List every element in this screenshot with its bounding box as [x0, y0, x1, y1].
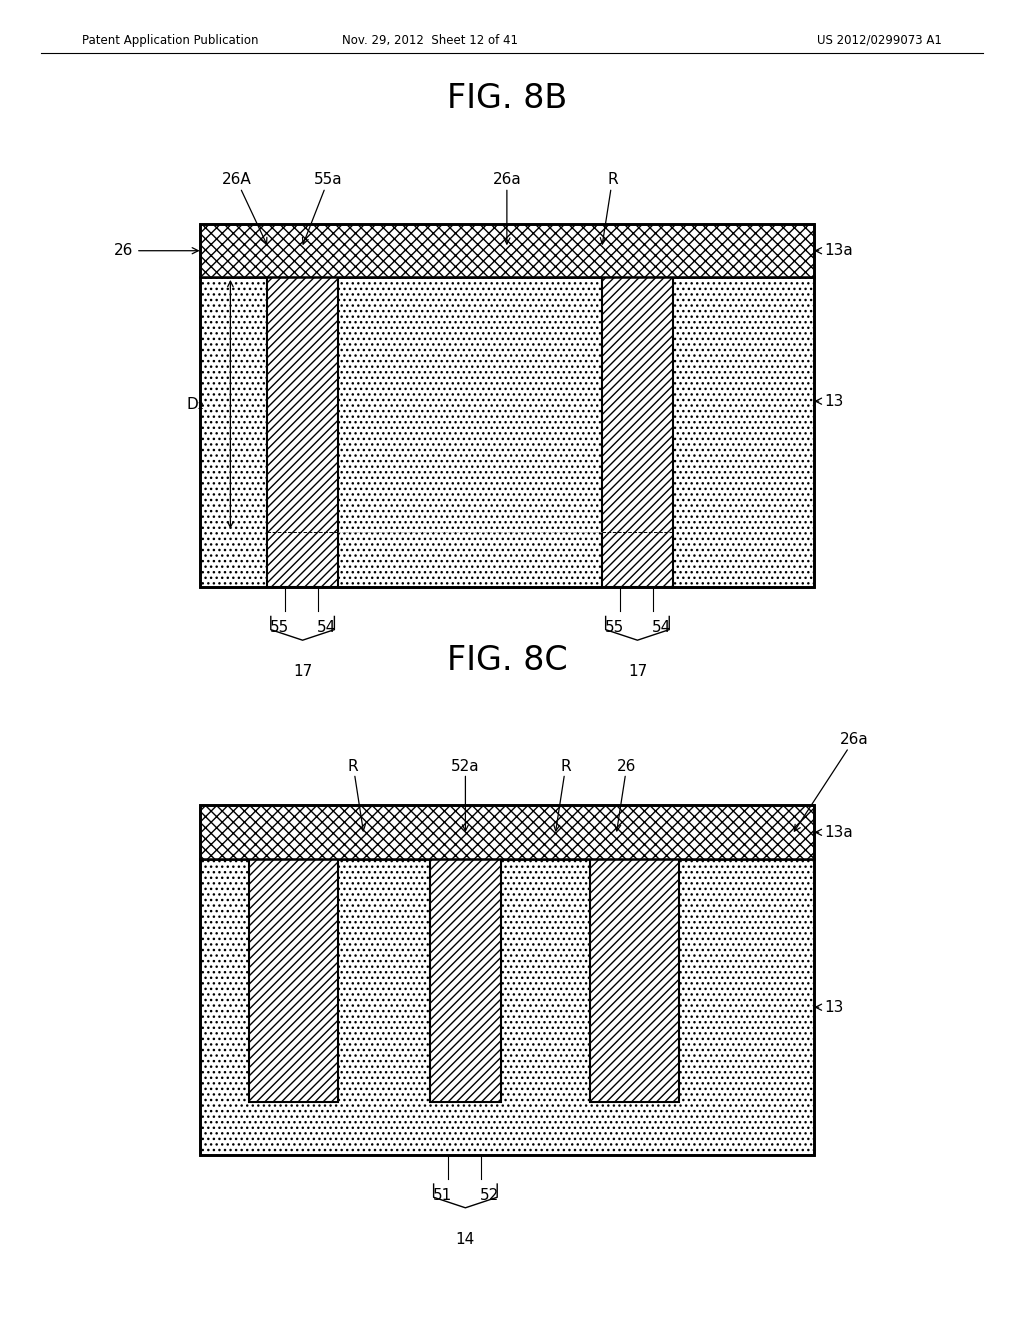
Text: 26A: 26A	[221, 173, 267, 244]
Text: Nov. 29, 2012  Sheet 12 of 41: Nov. 29, 2012 Sheet 12 of 41	[342, 34, 518, 46]
Text: 17: 17	[628, 664, 647, 678]
Text: FIG. 8C: FIG. 8C	[446, 644, 567, 676]
Text: R: R	[600, 173, 617, 244]
Text: 26a: 26a	[795, 733, 868, 832]
Bar	[200, 859, 814, 1155]
Bar	[249, 859, 338, 1102]
Bar	[200, 277, 814, 587]
Text: US 2012/0299073 A1: US 2012/0299073 A1	[817, 34, 942, 46]
Bar	[200, 224, 814, 587]
Bar	[200, 224, 814, 277]
Text: 26a: 26a	[493, 173, 521, 244]
Text: 54: 54	[316, 620, 336, 635]
Text: 13: 13	[815, 999, 844, 1015]
Text: R: R	[348, 759, 366, 830]
Bar	[590, 859, 679, 1102]
Text: 51: 51	[433, 1188, 453, 1203]
Text: 14: 14	[456, 1232, 475, 1246]
Text: Patent Application Publication: Patent Application Publication	[82, 34, 258, 46]
Text: 55: 55	[270, 620, 290, 635]
Text: 26: 26	[614, 759, 637, 830]
Text: 54: 54	[651, 620, 671, 635]
Text: D₂: D₂	[187, 397, 205, 412]
Text: 55a: 55a	[302, 173, 342, 244]
Text: 13: 13	[815, 393, 844, 409]
Text: 52: 52	[479, 1188, 499, 1203]
Text: R: R	[554, 759, 571, 830]
Text: 52a: 52a	[452, 759, 479, 830]
Bar	[430, 859, 501, 1102]
Bar	[602, 277, 673, 587]
Text: FIG. 8B: FIG. 8B	[446, 82, 567, 116]
Bar	[267, 277, 338, 587]
Text: 26: 26	[114, 243, 199, 259]
Bar	[200, 805, 814, 1155]
Text: 55: 55	[605, 620, 625, 635]
Text: 13a: 13a	[815, 825, 853, 840]
Text: 13a: 13a	[815, 243, 853, 259]
Text: 17: 17	[293, 664, 312, 678]
Bar	[200, 805, 814, 859]
